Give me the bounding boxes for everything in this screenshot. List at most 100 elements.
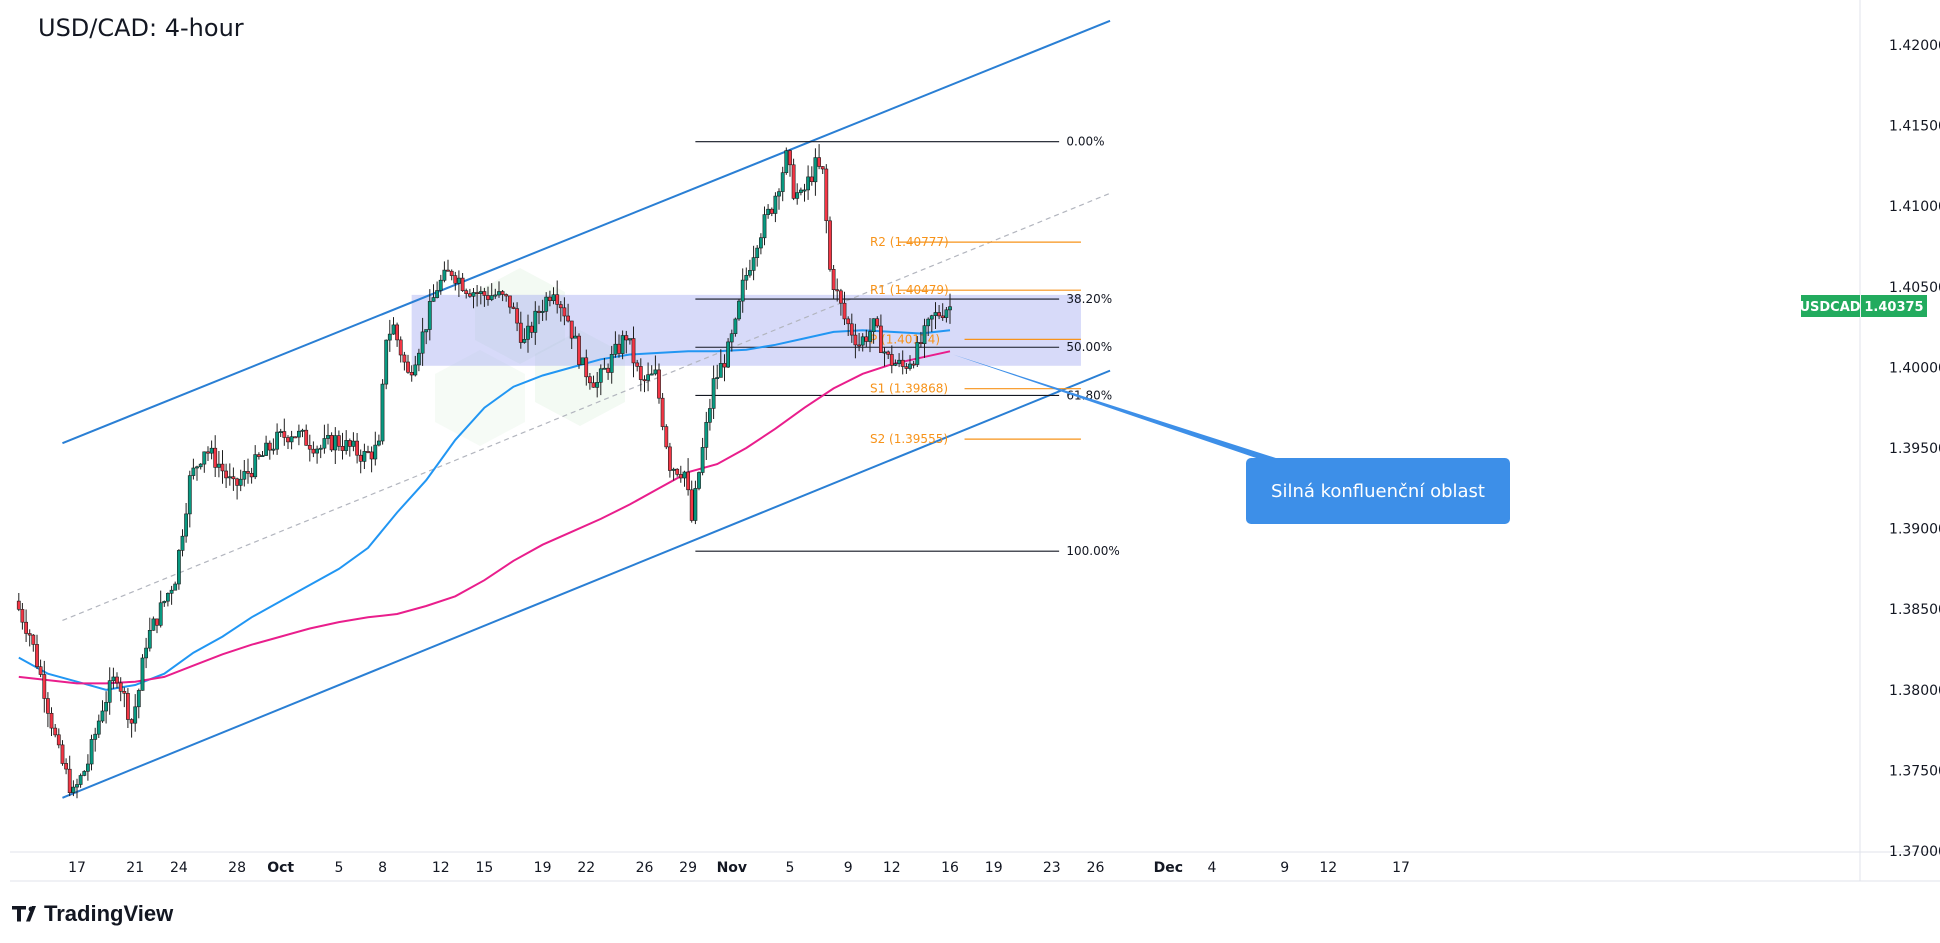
candle-up xyxy=(147,629,152,649)
x-tick-label: 28 xyxy=(228,860,246,876)
candle-layer xyxy=(16,144,952,799)
candle-up xyxy=(784,150,789,174)
x-tick-label: 16 xyxy=(941,860,959,876)
candle-up xyxy=(351,440,356,447)
candle-down xyxy=(849,323,854,336)
candle-down xyxy=(511,306,516,309)
candle-down xyxy=(678,474,683,479)
candle-down xyxy=(820,166,825,170)
candle-down xyxy=(555,294,560,305)
x-tick-label: 29 xyxy=(679,860,697,876)
candle-up xyxy=(777,191,781,197)
candle-up xyxy=(424,329,429,333)
candle-up xyxy=(104,701,109,712)
candle-up xyxy=(489,295,494,300)
candle-down xyxy=(617,343,621,354)
candle-up xyxy=(111,676,116,682)
candle-up xyxy=(533,310,538,333)
candle-down xyxy=(126,692,130,720)
candle-up xyxy=(322,438,327,449)
x-tick-label: 12 xyxy=(432,860,450,876)
candle-up xyxy=(806,176,811,191)
candle-down xyxy=(366,451,370,453)
candle-up xyxy=(202,451,207,465)
candle-up xyxy=(682,471,687,479)
candle-down xyxy=(38,666,43,675)
y-tick-label: 1.42000 xyxy=(1889,38,1940,54)
fib-level-label: 61.80% xyxy=(1066,388,1112,402)
candle-down xyxy=(369,451,374,460)
y-tick-label: 1.38500 xyxy=(1889,602,1940,618)
candle-down xyxy=(249,472,254,478)
candle-up xyxy=(758,237,763,249)
candle-up xyxy=(493,294,498,297)
candle-up xyxy=(915,342,920,365)
symbol-label: USDCAD xyxy=(1799,300,1860,315)
candle-up xyxy=(260,455,265,458)
candle-up xyxy=(89,739,94,765)
pivot-level-label: R2 (1.40777) xyxy=(870,235,949,249)
fib-level-label: 50.00% xyxy=(1066,340,1112,354)
candle-up xyxy=(166,592,170,602)
brand-name: TradingView xyxy=(44,901,174,926)
candle-down xyxy=(886,351,891,355)
candle-down xyxy=(467,293,472,297)
candle-up xyxy=(700,447,705,473)
watermark-shape xyxy=(435,350,525,446)
candle-up xyxy=(184,513,189,537)
candle-down xyxy=(911,363,916,366)
candle-down xyxy=(507,295,512,308)
candle-up xyxy=(86,763,90,772)
candle-up xyxy=(737,300,741,320)
candle-down xyxy=(267,442,272,451)
candle-down xyxy=(406,361,410,373)
callout-text: Silná konfluenční oblast xyxy=(1271,481,1485,502)
candle-down xyxy=(631,338,636,364)
x-tick-label: 4 xyxy=(1207,860,1216,876)
candle-down xyxy=(395,324,400,341)
candle-down xyxy=(155,618,159,626)
candle-up xyxy=(191,467,196,476)
candle-up xyxy=(158,602,163,626)
candle-up xyxy=(693,488,698,521)
candle-down xyxy=(27,633,32,636)
last-price-tag: USDCAD 1.40375 xyxy=(1799,295,1927,317)
channel-layer xyxy=(62,19,1111,799)
candle-up xyxy=(882,351,887,354)
candle-up xyxy=(344,440,349,451)
candle-down xyxy=(115,676,119,684)
candle-up xyxy=(195,466,199,469)
candle-down xyxy=(638,366,643,380)
x-tick-label: 12 xyxy=(1319,860,1337,876)
moving-average-layer xyxy=(18,329,951,691)
candle-up xyxy=(573,335,578,339)
candle-up xyxy=(707,408,712,423)
x-tick-label: Dec xyxy=(1154,860,1183,876)
candle-down xyxy=(42,674,47,699)
candle-up xyxy=(78,775,83,785)
candle-down xyxy=(304,429,309,446)
candle-down xyxy=(518,322,523,343)
candle-up xyxy=(96,720,101,735)
x-tick-label: Oct xyxy=(267,860,294,876)
candle-down xyxy=(45,698,50,714)
candle-up xyxy=(136,690,141,708)
candle-up xyxy=(198,463,203,468)
candle-down xyxy=(824,168,829,222)
candle-down xyxy=(453,275,458,284)
candle-down xyxy=(129,719,134,724)
candle-down xyxy=(587,376,592,384)
candle-up xyxy=(93,733,98,740)
candle-down xyxy=(231,476,236,480)
candle-up xyxy=(715,377,720,380)
candle-up xyxy=(802,189,807,192)
candle-up xyxy=(497,291,501,296)
candle-up xyxy=(264,442,269,456)
candle-up xyxy=(271,448,276,451)
candle-down xyxy=(35,644,39,668)
channel-mid-line xyxy=(62,192,1111,622)
candle-up xyxy=(908,363,912,369)
candle-down xyxy=(606,367,611,373)
candle-up xyxy=(333,435,338,451)
candle-up xyxy=(278,431,283,434)
